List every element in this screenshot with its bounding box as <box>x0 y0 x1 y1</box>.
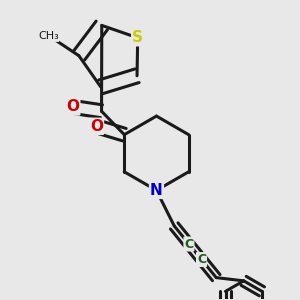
Text: C: C <box>197 253 206 266</box>
Text: S: S <box>132 30 143 45</box>
Text: CH₃: CH₃ <box>38 32 59 41</box>
Text: C: C <box>184 238 194 250</box>
Text: N: N <box>150 183 163 198</box>
Text: O: O <box>90 119 103 134</box>
Text: O: O <box>66 99 79 114</box>
